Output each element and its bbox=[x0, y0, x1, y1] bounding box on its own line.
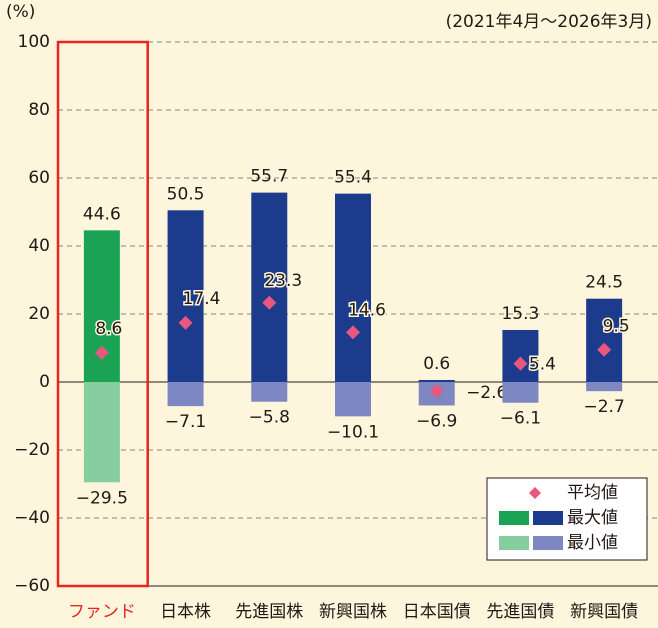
legend-swatch bbox=[533, 511, 563, 525]
average-value-label: 17.4 bbox=[183, 289, 221, 309]
legend-swatch bbox=[499, 536, 529, 550]
average-marker bbox=[94, 345, 109, 360]
max-value-label: 24.5 bbox=[585, 273, 623, 293]
y-tick-label: 0 bbox=[39, 372, 50, 392]
average-marker bbox=[262, 295, 277, 310]
y-tick-label: −20 bbox=[14, 440, 50, 460]
min-value-label: −7.1 bbox=[165, 412, 206, 432]
min-bar bbox=[335, 382, 371, 417]
y-tick-label: 40 bbox=[28, 236, 50, 256]
category-label: 日本国債 bbox=[403, 602, 471, 622]
y-tick-label: 20 bbox=[28, 304, 50, 324]
min-bar bbox=[586, 382, 623, 392]
min-bar bbox=[167, 382, 204, 407]
average-marker bbox=[429, 383, 444, 398]
max-bar bbox=[251, 192, 288, 382]
max-value-label: 55.7 bbox=[250, 167, 288, 187]
y-tick-label: −60 bbox=[14, 576, 50, 596]
legend-swatch bbox=[499, 511, 529, 525]
y-tick-label: −40 bbox=[14, 508, 50, 528]
max-bar bbox=[167, 210, 204, 382]
legend-label: 最大値 bbox=[567, 508, 618, 528]
average-marker bbox=[529, 487, 541, 499]
min-value-label: −2.7 bbox=[584, 397, 625, 417]
max-bar bbox=[418, 379, 455, 382]
average-marker bbox=[513, 356, 528, 371]
category-label: 先進国債 bbox=[486, 602, 554, 622]
legend-label: 最小値 bbox=[567, 533, 618, 553]
subtitle: (2021年4月～2026年3月) bbox=[446, 12, 652, 32]
average-marker bbox=[178, 315, 193, 330]
max-bar bbox=[502, 329, 539, 382]
category-label: 新興国債 bbox=[570, 602, 638, 622]
max-value-label: 0.6 bbox=[423, 354, 450, 374]
min-value-label: −29.5 bbox=[76, 488, 128, 508]
average-value-label: −2.6 bbox=[466, 383, 507, 403]
average-value-label: 8.6 bbox=[95, 319, 122, 339]
highlight-box bbox=[56, 40, 149, 588]
max-value-label: 44.6 bbox=[83, 204, 121, 224]
min-value-label: −10.1 bbox=[327, 422, 379, 442]
legend-swatch bbox=[533, 536, 563, 550]
average-value-label: 14.6 bbox=[348, 300, 386, 320]
legend-label: 平均値 bbox=[567, 483, 618, 503]
y-tick-label: 80 bbox=[28, 100, 50, 120]
min-value-label: −6.1 bbox=[500, 409, 541, 429]
average-marker bbox=[597, 342, 612, 357]
max-value-label: 55.4 bbox=[334, 168, 372, 188]
min-bar bbox=[502, 382, 539, 403]
max-value-label: 15.3 bbox=[501, 304, 539, 324]
category-label: 新興国株 bbox=[319, 602, 387, 622]
average-value-label: 5.4 bbox=[529, 355, 556, 375]
average-value-label: 23.3 bbox=[264, 271, 302, 291]
unit-label: (%) bbox=[6, 2, 35, 22]
category-label: 日本株 bbox=[160, 602, 211, 622]
average-marker bbox=[346, 325, 360, 340]
average-value-label: 9.5 bbox=[603, 317, 630, 337]
y-tick-label: 100 bbox=[18, 32, 50, 52]
max-value-label: 50.5 bbox=[167, 184, 205, 204]
min-value-label: −5.8 bbox=[249, 408, 290, 428]
min-bar bbox=[251, 382, 288, 402]
min-bar bbox=[83, 382, 120, 483]
y-tick-label: 60 bbox=[28, 168, 50, 188]
min-value-label: −6.9 bbox=[416, 411, 457, 431]
category-label: ファンド bbox=[68, 602, 136, 622]
category-label: 先進国株 bbox=[235, 602, 303, 622]
max-bar bbox=[335, 193, 371, 382]
max-bar bbox=[586, 298, 623, 382]
